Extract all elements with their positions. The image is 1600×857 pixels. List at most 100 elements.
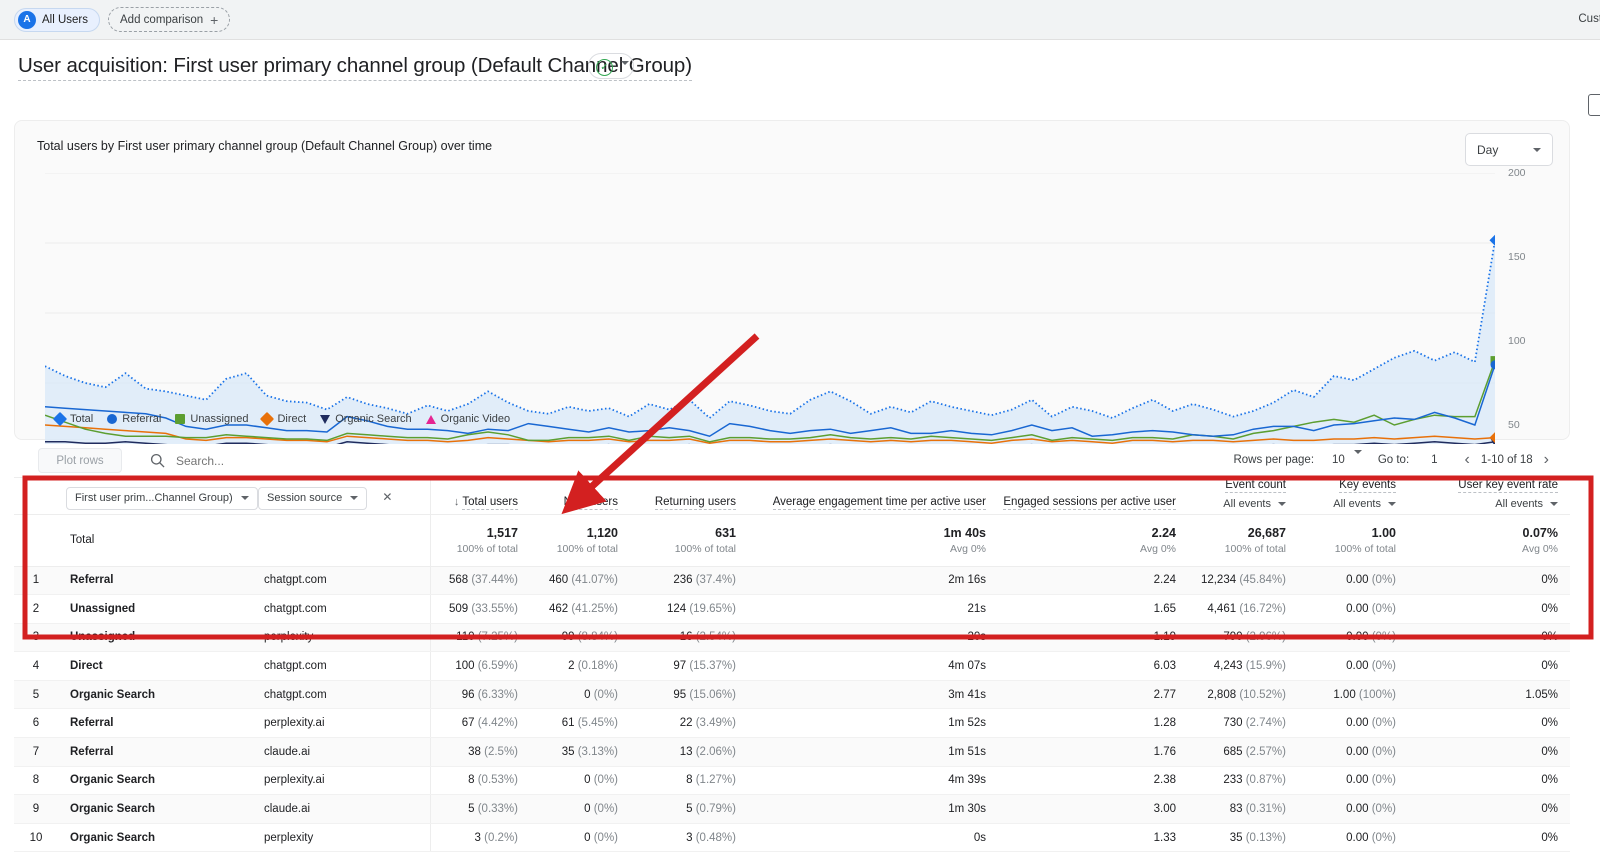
table-row[interactable]: 4 Direct chatgpt.com 100 (6.59%) 2 (0.18%) 97… (14, 651, 1570, 681)
table-row[interactable]: 7 Referral claude.ai 38 (2.5%) 35 (3.13%) 13 … (14, 737, 1570, 767)
row-key-event-rate: 0% (1408, 594, 1570, 624)
row-new-users: 35 (3.13%) (530, 737, 630, 767)
row-index: 5 (14, 680, 58, 710)
row-session-source: perplexity (258, 823, 430, 853)
row-key-event-rate: 0% (1408, 823, 1570, 853)
search-box[interactable] (150, 453, 416, 468)
row-engaged-sessions: 1.65 (998, 594, 1188, 624)
chart-legend[interactable]: Total Referral Unassigned Direct Organic Sea… (52, 411, 510, 427)
chart-title: Total users by First user primary channe… (37, 139, 493, 153)
legend-label: Referral (122, 413, 162, 425)
table-row[interactable]: 8 Organic Search perplexity.ai 8 (0.53%) 0 (… (14, 766, 1570, 796)
all-users-chip[interactable]: A All Users (14, 7, 101, 32)
rows-per-page-chevron-icon[interactable] (1353, 450, 1362, 466)
header-user-key-event-rate[interactable]: User key event rate All events (1408, 478, 1570, 514)
previous-page-icon[interactable]: ‹ (1464, 451, 1470, 468)
share-panel-icon[interactable] (1588, 94, 1600, 116)
row-index: 8 (14, 766, 58, 796)
row-avg-engagement: 3m 41s (748, 680, 998, 710)
dimension-pill-2-label: Session source (267, 492, 343, 504)
row-avg-engagement: 0s (748, 823, 998, 853)
rows-per-page-value[interactable]: 10 (1332, 454, 1345, 466)
row-new-users: 61 (5.45%) (530, 708, 630, 739)
header-new-users[interactable]: New users (563, 495, 618, 510)
add-comparison-button[interactable]: Add comparison + (108, 7, 231, 32)
granularity-value: Day (1477, 142, 1499, 157)
row-index: 7 (14, 737, 58, 767)
chart-line-unassigned (44, 360, 1496, 443)
customize-report-label[interactable]: Custom (1578, 13, 1600, 25)
row-avg-engagement: 1m 52s (748, 708, 998, 739)
row-index: 3 (14, 623, 58, 653)
table-toolbar: Plot rows Rows per page: 10 Go to: 1 ‹ 1… (14, 444, 1570, 478)
header-key-events[interactable]: Key events All events (1298, 478, 1408, 514)
row-key-event-rate: 1.05% (1408, 680, 1570, 710)
header-avg-engagement-time[interactable]: Average engagement time per active user (772, 495, 986, 510)
row-session-source: perplexity.ai (258, 708, 430, 739)
key-events-selector[interactable]: All events (1298, 498, 1396, 510)
row-total-users: 96 (6.33%) (429, 680, 530, 710)
total-avg-engagement: 1m 40s Avg 0% (748, 513, 998, 567)
row-event-count: 83 (0.31%) (1188, 794, 1298, 824)
total-new-users: 1,120 100% of total (530, 513, 630, 567)
chart-area-fill (45, 240, 1495, 453)
row-key-event-rate: 0% (1408, 651, 1570, 681)
row-key-events: 0.00 (0%) (1298, 794, 1408, 824)
plot-rows-button[interactable]: Plot rows (38, 448, 122, 473)
row-new-users: 462 (41.25%) (530, 594, 630, 624)
table-row[interactable]: 1 Referral chatgpt.com 568 (37.44%) 460 (41.… (14, 566, 1570, 596)
go-to-label: Go to: (1377, 454, 1410, 466)
legend-item[interactable]: Organic Search (320, 413, 412, 425)
row-returning-users: 95 (15.06%) (630, 680, 748, 710)
legend-item[interactable]: Direct (260, 411, 306, 427)
granularity-select[interactable]: Day (1465, 133, 1553, 166)
header-returning-users[interactable]: Returning users (654, 495, 736, 510)
y-axis-tick: 100 (1508, 335, 1526, 347)
table-row[interactable]: 2 Unassigned chatgpt.com 509 (33.55%) 462 (4… (14, 594, 1570, 624)
row-new-users: 0 (0%) (530, 823, 630, 853)
table-row[interactable]: 9 Organic Search claude.ai 5 (0.33%) 0 (0%) 5… (14, 794, 1570, 824)
dimension-selector-1[interactable]: First user prim...Channel Group) (58, 478, 258, 514)
legend-label: Unassigned (190, 413, 249, 425)
search-input[interactable] (176, 453, 416, 468)
legend-item[interactable]: Referral (107, 413, 161, 425)
row-key-events: 0.00 (0%) (1298, 566, 1408, 596)
header-event-count[interactable]: Event count All events (1188, 478, 1298, 514)
total-key-event-rate: 0.07% Avg 0% (1408, 513, 1570, 567)
row-total-users: 67 (4.42%) (429, 708, 530, 739)
y-axis-tick: 200 (1508, 167, 1526, 179)
row-channel-group: Organic Search (58, 680, 258, 710)
report-header: User acquisition: First user primary cha… (0, 40, 1600, 149)
go-to-value[interactable]: 1 (1431, 454, 1438, 466)
header-total-users[interactable]: ↓ Total users (429, 478, 530, 514)
row-total-users: 568 (37.44%) (429, 566, 530, 596)
table-row[interactable]: 3 Unassigned perplexity 110 (7.25%) 99 (8.84… (14, 623, 1570, 653)
row-session-source: perplexity.ai (258, 766, 430, 796)
legend-item[interactable]: Organic Video (425, 413, 510, 425)
row-event-count: 685 (2.57%) (1188, 737, 1298, 767)
row-session-source: chatgpt.com (258, 680, 430, 710)
table-row[interactable]: 10 Organic Search perplexity 3 (0.2%) 0 (0%)… (14, 823, 1570, 853)
table-row[interactable]: 6 Referral perplexity.ai 67 (4.42%) 61 (5.45… (14, 708, 1570, 739)
row-returning-users: 5 (0.79%) (630, 794, 748, 824)
row-engaged-sessions: 1.28 (998, 708, 1188, 739)
row-channel-group: Organic Search (58, 823, 258, 853)
total-returning-users: 631 100% of total (630, 513, 748, 567)
table-row[interactable]: 5 Organic Search chatgpt.com 96 (6.33%) 0 (0… (14, 680, 1570, 710)
row-new-users: 0 (0%) (530, 794, 630, 824)
legend-item[interactable]: Total (52, 411, 93, 427)
table-header-row: First user prim...Channel Group) Session… (14, 478, 1570, 514)
y-axis-tick: 50 (1508, 419, 1520, 431)
chevron-down-icon[interactable] (621, 61, 629, 65)
key-event-rate-selector[interactable]: All events (1408, 498, 1558, 510)
row-returning-users: 236 (37.4%) (630, 566, 748, 596)
dimension-selector-2[interactable]: Session source ✕ (258, 478, 430, 514)
title-status-pill[interactable] (588, 53, 634, 79)
row-index: 9 (14, 794, 58, 824)
event-count-selector[interactable]: All events (1188, 498, 1286, 510)
next-page-icon[interactable]: › (1543, 451, 1549, 468)
remove-dimension-icon[interactable]: ✕ (382, 490, 393, 504)
legend-item[interactable]: Unassigned (175, 413, 248, 425)
header-engaged-sessions[interactable]: Engaged sessions per active user (1003, 495, 1176, 510)
row-index: 4 (14, 651, 58, 681)
